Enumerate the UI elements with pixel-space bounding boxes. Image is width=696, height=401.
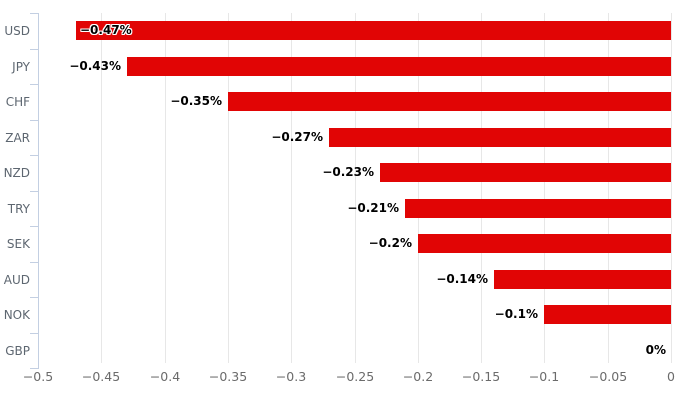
bar-chf [228, 92, 671, 111]
gridline-x-−0.15 [481, 13, 482, 363]
x-tick-label-−0.05: −0.05 [588, 369, 628, 384]
x-tick-label-−0.4: −0.4 [149, 369, 181, 384]
y-axis-tick [30, 262, 38, 263]
x-tick-label-−0.1: −0.1 [528, 369, 560, 384]
category-label-aud: AUD [3, 273, 30, 287]
value-label-chf: −0.35% [170, 94, 222, 108]
y-axis-tick [30, 368, 38, 369]
y-axis-tick [30, 13, 38, 14]
y-axis-tick [30, 49, 38, 50]
x-tick-label-−0.15: −0.15 [461, 369, 501, 384]
x-tick-label-−0.2: −0.2 [402, 369, 434, 384]
category-label-nzd: NZD [3, 166, 30, 180]
x-tick-label-−0.45: −0.45 [81, 369, 121, 384]
value-label-gbp: 0% [645, 343, 666, 357]
category-label-nok: NOK [3, 308, 30, 322]
bar-aud [494, 270, 671, 289]
y-axis-tick [30, 120, 38, 121]
value-label-sek: −0.2% [368, 236, 412, 250]
y-axis-tick [30, 226, 38, 227]
bar-nzd [380, 163, 671, 182]
gridline-x-−0.25 [355, 13, 356, 363]
gridline-x-−0.45 [101, 13, 102, 363]
bar-nok [544, 305, 671, 324]
x-tick-label-−0.5: −0.5 [22, 369, 54, 384]
gridline-x-−0.35 [228, 13, 229, 363]
x-tick-label-−0.35: −0.35 [208, 369, 248, 384]
gridline-x-−0.4 [165, 13, 166, 363]
value-label-nok: −0.1% [494, 307, 538, 321]
value-label-nzd: −0.23% [322, 165, 374, 179]
y-axis-tick [30, 297, 38, 298]
y-axis-tick [30, 333, 38, 334]
category-label-usd: USD [4, 24, 30, 38]
category-label-zar: ZAR [5, 131, 30, 145]
y-axis-tick [30, 155, 38, 156]
bar-sek [418, 234, 671, 253]
bar-usd [76, 21, 671, 40]
bar-jpy [127, 57, 671, 76]
gridline-x-−0.05 [608, 13, 609, 363]
gridline-x-−0.1 [544, 13, 545, 363]
gridline-x-−0.3 [291, 13, 292, 363]
x-tick-label-−0.3: −0.3 [275, 369, 307, 384]
x-tick-label-0: 0 [667, 369, 675, 384]
value-label-aud: −0.14% [436, 272, 488, 286]
category-label-jpy: JPY [12, 60, 30, 74]
x-tick-label-−0.25: −0.25 [335, 369, 375, 384]
y-axis-tick [30, 191, 38, 192]
value-label-zar: −0.27% [271, 130, 323, 144]
category-label-chf: CHF [5, 95, 30, 109]
gridline-x-−0.2 [418, 13, 419, 363]
value-label-jpy: −0.43% [69, 59, 121, 73]
y-axis-tick [30, 84, 38, 85]
bar-zar [329, 128, 671, 147]
value-label-try: −0.21% [347, 201, 399, 215]
category-label-sek: SEK [6, 237, 30, 251]
bar-try [405, 199, 671, 218]
category-label-gbp: GBP [5, 344, 30, 358]
category-label-try: TRY [7, 202, 30, 216]
y-axis-line [38, 13, 39, 369]
gridline-x-0 [671, 13, 672, 363]
value-label-usd: −0.47% [80, 23, 132, 37]
